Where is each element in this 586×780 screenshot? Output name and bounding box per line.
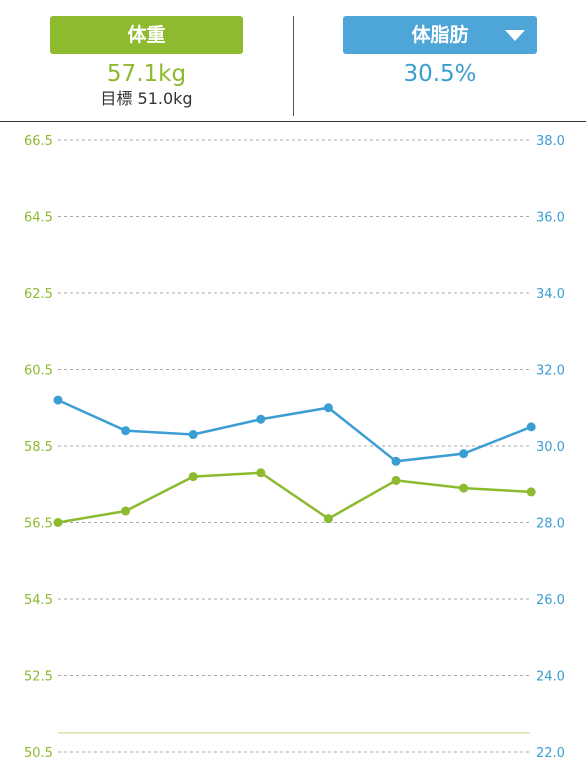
weight-button[interactable]: 体重 [50,16,243,54]
weight-data-point [391,475,401,485]
left-tick-label: 50.5 [24,746,53,761]
goal-weight-text: 目標 51.0kg [100,89,193,108]
bodyfat-data-point [53,395,63,405]
bodyfat-data-point [256,414,266,424]
weight-data-point [121,506,131,516]
bodyfat-data-point [459,449,469,459]
left-tick-label: 56.5 [24,517,53,532]
left-tick-label: 52.5 [24,670,53,685]
weight-value: 57.1kg [106,61,187,87]
weight-data-point [53,518,63,527]
left-tick-label: 60.5 [24,364,53,379]
right-tick-label: 30.0 [536,440,565,455]
left-tick-label: 64.5 [24,211,53,226]
bodyfat-series-line [57,398,532,463]
summary-header: 体重 57.1kg 目標 51.0kg 体脂肪 30.5% [0,0,586,122]
right-tick-label: 26.0 [536,593,565,608]
dropdown-caret-icon [505,30,525,41]
left-tick-label: 58.5 [24,440,53,455]
bodyfat-value: 30.5% [403,61,477,87]
left-tick-label: 66.5 [24,134,53,149]
right-tick-label: 32.0 [536,364,565,379]
bodyfat-data-point [391,456,401,466]
left-tick-label: 54.5 [24,593,53,608]
panel-divider [293,16,294,116]
weight-panel: 体重 57.1kg 目標 51.0kg [50,16,243,110]
weight-data-point [188,472,198,482]
right-tick-label: 28.0 [536,517,565,532]
bodyfat-data-point [188,430,198,440]
header-divider [0,121,586,122]
trend-chart: 66.5 38.0 64.5 36.0 62.5 34.0 60.5 32.0 58.5 30.0… [24,134,565,761]
bodyfat-panel: 体脂肪 30.5% [343,16,537,88]
weight-series-line [57,471,532,524]
bodyfat-data-point [323,403,333,413]
weight-data-point [526,487,536,497]
right-tick-label: 38.0 [536,134,565,149]
right-tick-label: 24.0 [536,670,565,685]
right-tick-label: 22.0 [536,746,565,761]
weight-data-point [323,514,333,524]
weight-data-point [459,483,469,493]
bodyfat-button-label: 体脂肪 [411,24,469,46]
left-tick-label: 62.5 [24,287,53,302]
bodyfat-data-point [526,422,536,432]
right-tick-label: 36.0 [536,211,565,226]
weight-data-point [256,468,266,478]
bodyfat-dropdown-button[interactable]: 体脂肪 [343,16,537,54]
bodyfat-data-point [121,426,131,436]
right-tick-label: 34.0 [536,287,565,302]
